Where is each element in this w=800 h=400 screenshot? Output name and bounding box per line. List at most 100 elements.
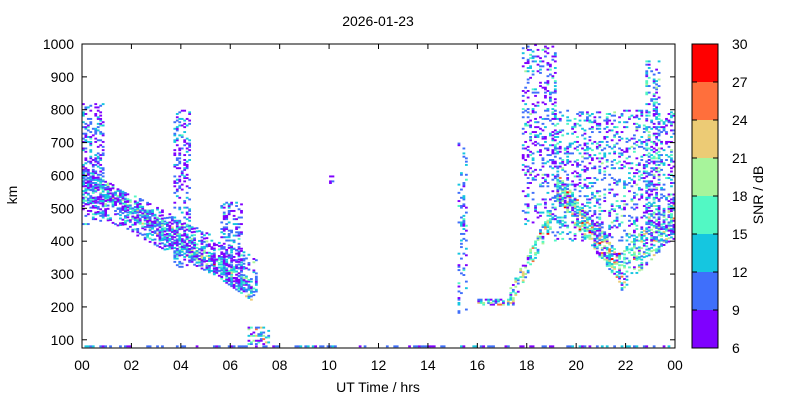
data-cell	[660, 244, 663, 247]
data-cell	[576, 223, 579, 226]
data-cell	[613, 111, 616, 114]
data-cell	[618, 267, 621, 270]
data-cell	[126, 345, 130, 348]
data-cell	[665, 229, 668, 232]
data-cell	[660, 226, 663, 229]
data-cell	[541, 48, 545, 51]
data-cell	[558, 205, 562, 207]
data-cell	[603, 255, 607, 258]
data-cell	[590, 142, 594, 145]
data-cell	[111, 193, 115, 196]
data-cell	[553, 132, 557, 135]
data-cell	[667, 163, 671, 166]
data-cell	[645, 251, 649, 254]
data-cell	[138, 206, 142, 209]
data-cell	[252, 287, 256, 290]
data-cell	[645, 147, 649, 150]
data-cell	[650, 246, 654, 249]
data-cell	[242, 259, 246, 262]
data-cell	[610, 177, 614, 180]
data-cell	[563, 170, 567, 173]
data-cell	[185, 191, 189, 194]
data-cell	[524, 266, 528, 269]
data-cell	[662, 239, 666, 242]
data-cell	[99, 178, 103, 181]
data-cell	[590, 232, 594, 235]
data-cell	[662, 228, 666, 230]
data-cell	[553, 53, 557, 56]
data-cell	[628, 266, 631, 269]
data-cell	[183, 345, 187, 348]
data-cell	[254, 282, 258, 285]
data-cell	[598, 218, 602, 221]
data-cell	[608, 224, 612, 227]
data-cell	[647, 206, 651, 209]
data-cell	[618, 167, 621, 170]
data-cell	[566, 116, 570, 119]
data-cell	[242, 274, 246, 277]
y-tick-label: 300	[51, 266, 75, 282]
data-cell	[166, 223, 169, 226]
data-cell	[645, 103, 649, 106]
data-cell	[563, 206, 567, 209]
data-cell	[660, 196, 663, 199]
data-cell	[124, 208, 127, 211]
data-cell	[529, 154, 532, 157]
data-cell	[104, 186, 108, 189]
data-cell	[462, 345, 466, 348]
data-cell	[657, 234, 661, 237]
data-cell	[647, 223, 651, 226]
x-tick-label: 10	[321, 357, 337, 373]
data-cell	[166, 228, 169, 231]
data-cell	[583, 144, 587, 147]
data-cell	[586, 145, 589, 148]
data-cell	[277, 345, 280, 348]
data-cell	[91, 196, 95, 199]
data-cell	[544, 103, 547, 106]
data-cell	[82, 201, 85, 204]
data-cell	[568, 189, 572, 192]
data-cell	[242, 287, 246, 290]
data-cell	[536, 134, 540, 137]
data-cell	[99, 200, 103, 203]
data-cell	[185, 165, 189, 168]
data-cell	[146, 212, 150, 215]
data-cell	[541, 157, 545, 160]
data-cell	[247, 285, 251, 287]
data-cell	[610, 163, 614, 166]
data-cell	[652, 104, 656, 107]
data-cell	[583, 149, 587, 152]
data-cell	[86, 180, 90, 183]
data-cell	[96, 198, 100, 201]
data-cell	[203, 257, 206, 260]
data-cell	[628, 345, 631, 348]
data-cell	[633, 231, 636, 234]
data-cell	[645, 198, 649, 201]
data-cell	[536, 252, 540, 255]
data-cell	[462, 195, 466, 198]
data-cell	[247, 339, 251, 342]
data-cell	[175, 137, 179, 140]
data-cell	[531, 111, 535, 114]
data-cell	[623, 150, 626, 153]
data-cell	[94, 127, 98, 130]
data-cell	[645, 114, 649, 117]
data-cell	[89, 200, 93, 203]
data-cell	[662, 195, 666, 198]
data-cell	[94, 131, 98, 134]
data-cell	[104, 184, 108, 187]
data-cell	[603, 253, 607, 256]
data-cell	[581, 209, 584, 212]
data-cell	[672, 200, 676, 203]
data-cell	[642, 256, 646, 259]
data-cell	[640, 266, 644, 269]
data-cell	[576, 220, 579, 223]
data-cell	[610, 122, 614, 125]
data-cell	[217, 241, 221, 244]
data-cell	[158, 234, 162, 237]
data-cell	[630, 247, 634, 250]
data-cell	[521, 276, 525, 279]
data-cell	[588, 119, 592, 122]
data-cell	[615, 271, 619, 273]
data-cell	[590, 231, 594, 234]
